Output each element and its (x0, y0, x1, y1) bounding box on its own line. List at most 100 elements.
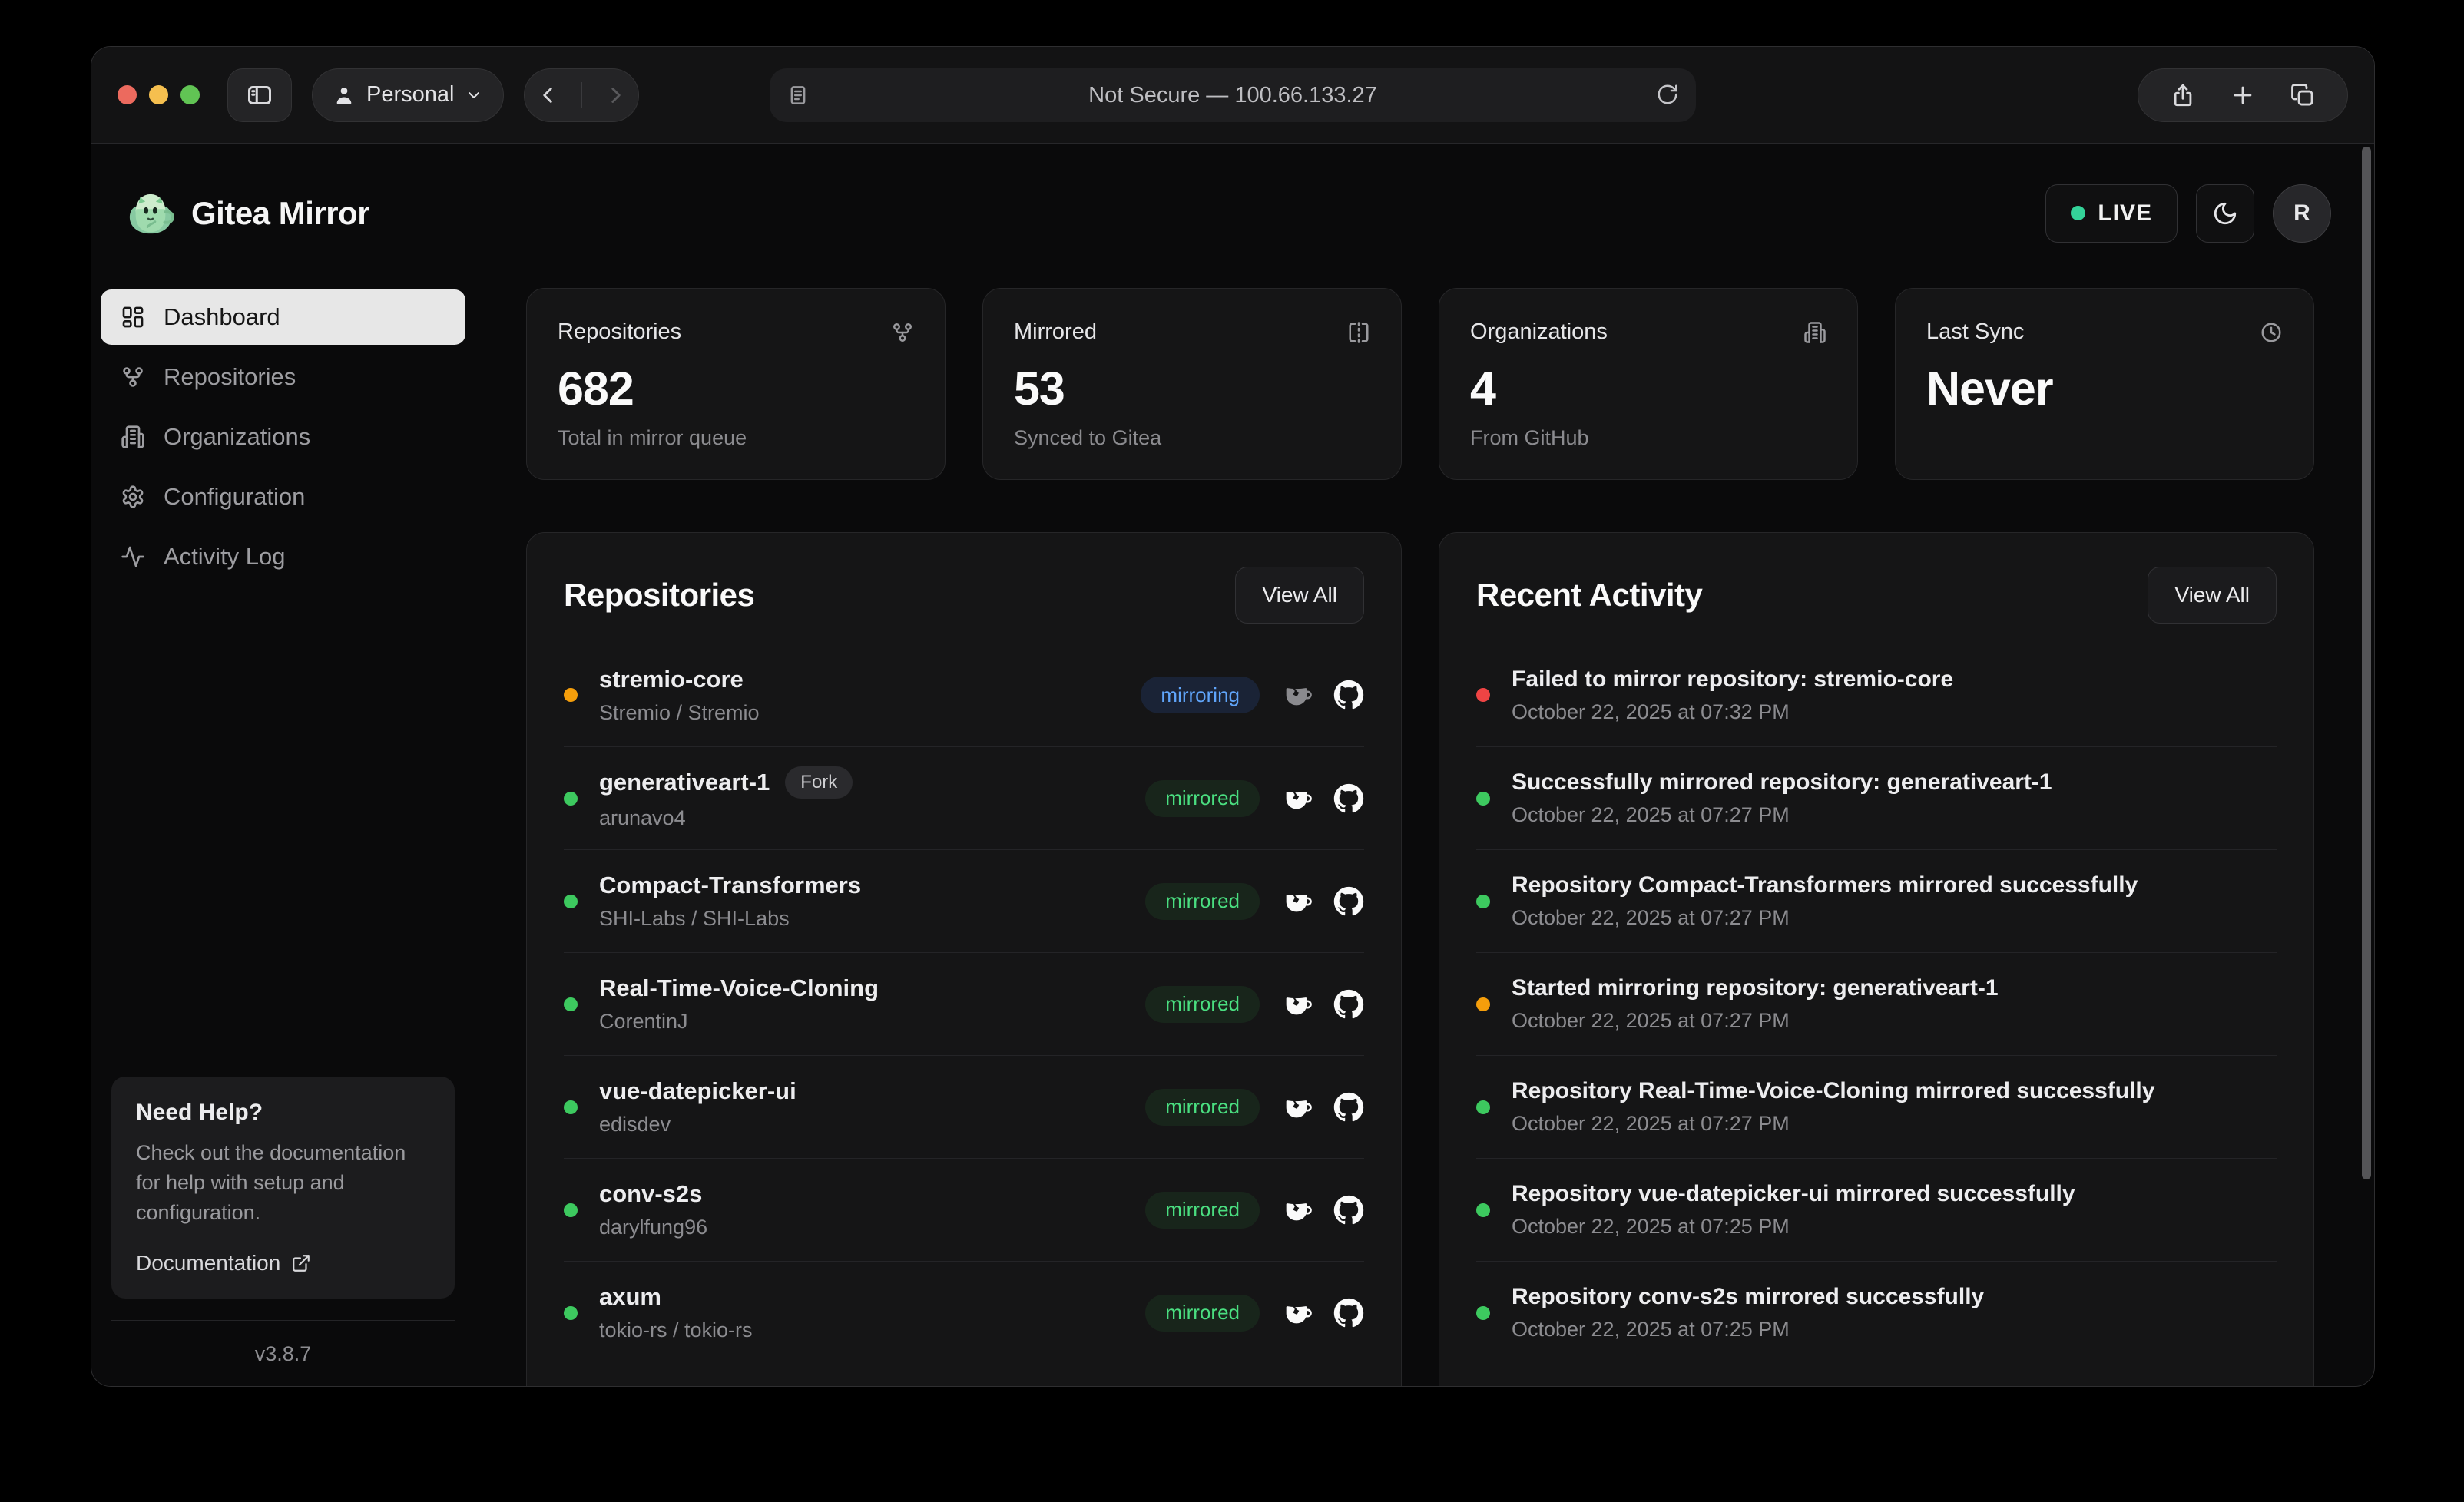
repo-status-badge: mirrored (1145, 1088, 1260, 1126)
sidebar-item-organizations[interactable]: Organizations (101, 409, 465, 465)
git-fork-icon (891, 321, 914, 344)
minimize-window-button[interactable] (149, 85, 168, 104)
stat-title: Repositories (558, 319, 682, 344)
github-link-icon[interactable] (1333, 1298, 1364, 1328)
repo-owner: tokio-rs / tokio-rs (599, 1318, 753, 1342)
repo-status-dot (564, 791, 578, 806)
documentation-link[interactable]: Documentation (136, 1251, 430, 1275)
repo-name: generativeart-1 (599, 769, 770, 796)
repo-actions: mirrored (1145, 985, 1364, 1023)
activity-message: Started mirroring repository: generative… (1512, 975, 1999, 1001)
profile-menu-button[interactable]: Personal (312, 68, 505, 122)
fork-badge: Fork (785, 766, 853, 799)
share-button[interactable] (2158, 68, 2207, 122)
gitea-link-icon[interactable] (1281, 886, 1312, 917)
stat-subtitle: Synced to Gitea (1014, 426, 1162, 449)
live-status-badge[interactable]: LIVE (2045, 184, 2178, 243)
repo-info: vue-datepicker-ui edisdev (599, 1077, 1145, 1136)
address-bar[interactable]: Not Secure — 100.66.133.27 (770, 68, 1696, 122)
github-link-icon[interactable] (1333, 886, 1364, 917)
app-version: v3.8.7 (111, 1320, 455, 1366)
repo-actions: mirrored (1145, 1191, 1364, 1229)
live-label: LIVE (2098, 200, 2152, 226)
repositories-panel-title: Repositories (564, 577, 755, 613)
github-link-icon[interactable] (1333, 680, 1364, 710)
activity-list: Failed to mirror repository: stremio-cor… (1476, 643, 2277, 1364)
header-actions: LIVE R (2045, 184, 2331, 243)
stat-value: 682 (558, 362, 634, 415)
repo-info: stremio-core Stremio / Stremio (599, 666, 1141, 725)
repo-status-dot (564, 688, 578, 702)
repository-row: generativeart-1 Fork arunavo4 mirrored (564, 746, 1364, 849)
stat-title: Last Sync (1926, 319, 2025, 344)
sidebar-toggle-button[interactable] (227, 68, 292, 122)
activity-timestamp: October 22, 2025 at 07:32 PM (1512, 700, 1790, 723)
github-link-icon[interactable] (1333, 1195, 1364, 1226)
activity-status-dot (1476, 997, 1490, 1011)
activity-row: Failed to mirror repository: stremio-cor… (1476, 643, 2277, 746)
repositories-view-all-button[interactable]: View All (1235, 567, 1364, 624)
forward-button[interactable] (593, 68, 639, 122)
plus-icon (2230, 82, 2256, 108)
activity-view-all-button[interactable]: View All (2148, 567, 2277, 624)
repository-row: vue-datepicker-ui edisdev mirrored (564, 1055, 1364, 1158)
gitea-link-icon[interactable] (1281, 989, 1312, 1020)
reload-button[interactable] (1656, 83, 1679, 108)
sidebar-item-configuration[interactable]: Configuration (101, 469, 465, 524)
activity-row: Repository Real-Time-Voice-Cloning mirro… (1476, 1055, 2277, 1158)
repo-status-badge: mirrored (1145, 1191, 1260, 1229)
stat-title: Mirrored (1014, 319, 1097, 344)
activity-message: Repository vue-datepicker-ui mirrored su… (1512, 1181, 2075, 1206)
repo-owner: Stremio / Stremio (599, 700, 760, 724)
gitea-link-icon[interactable] (1281, 680, 1312, 710)
stat-card-mirrored: Mirrored 53 Synced to Gitea (982, 288, 1402, 480)
repo-status-dot (564, 1305, 578, 1320)
activity-info: Repository conv-s2s mirrored successfull… (1512, 1284, 2277, 1342)
app-header: Gitea Mirror LIVE R (91, 144, 2374, 283)
chevron-right-icon (603, 82, 629, 108)
sidebar-item-repositories[interactable]: Repositories (101, 349, 465, 405)
page-scrollbar[interactable] (2362, 147, 2371, 1179)
activity-message: Failed to mirror repository: stremio-cor… (1512, 666, 1954, 692)
sidebar-item-activity-log[interactable]: Activity Log (101, 529, 465, 584)
github-link-icon[interactable] (1333, 783, 1364, 814)
repo-name: Compact-Transformers (599, 872, 862, 898)
gitea-link-icon[interactable] (1281, 1092, 1312, 1123)
gitea-link-icon[interactable] (1281, 1195, 1312, 1226)
new-tab-button[interactable] (2218, 68, 2267, 122)
repo-actions: mirroring (1141, 677, 1364, 713)
repo-owner: CorentinJ (599, 1010, 688, 1033)
user-avatar[interactable]: R (2273, 184, 2331, 243)
profile-label: Personal (366, 82, 455, 107)
activity-status-dot (1476, 688, 1490, 702)
sidebar-item-dashboard[interactable]: Dashboard (101, 289, 465, 345)
activity-row: Successfully mirrored repository: genera… (1476, 746, 2277, 849)
sidebar-footer: Need Help? Check out the documentation f… (101, 1076, 465, 1366)
git-fork-icon (121, 365, 145, 389)
repository-row: conv-s2s darylfung96 mirrored (564, 1158, 1364, 1261)
repo-status-badge: mirroring (1141, 677, 1260, 713)
activity-message: Repository conv-s2s mirrored successfull… (1512, 1284, 1985, 1309)
gitea-link-icon[interactable] (1281, 1298, 1312, 1328)
back-button[interactable] (525, 68, 571, 122)
gitea-link-icon[interactable] (1281, 783, 1312, 814)
repo-status-badge: mirrored (1145, 1294, 1260, 1332)
github-link-icon[interactable] (1333, 989, 1364, 1020)
fullscreen-window-button[interactable] (180, 85, 200, 104)
help-card: Need Help? Check out the documentation f… (111, 1076, 455, 1299)
github-link-icon[interactable] (1333, 1092, 1364, 1123)
repo-status-dot (564, 1100, 578, 1114)
activity-row: Repository conv-s2s mirrored successfull… (1476, 1261, 2277, 1364)
stat-card-last-sync: Last Sync Never (1895, 288, 2314, 480)
repo-name: Real-Time-Voice-Cloning (599, 974, 879, 1001)
activity-row: Repository Compact-Transformers mirrored… (1476, 849, 2277, 952)
tab-overview-button[interactable] (2278, 68, 2327, 122)
help-title: Need Help? (136, 1099, 263, 1125)
chevron-down-icon (465, 86, 483, 104)
close-window-button[interactable] (118, 85, 137, 104)
theme-toggle-button[interactable] (2196, 184, 2254, 243)
sidebar-item-label: Dashboard (164, 303, 280, 330)
brand[interactable]: Gitea Mirror (127, 190, 370, 237)
stat-value: 4 (1470, 362, 1496, 415)
main-content: Repositories 682 Total in mirror queue Mirr… (475, 283, 2374, 1386)
